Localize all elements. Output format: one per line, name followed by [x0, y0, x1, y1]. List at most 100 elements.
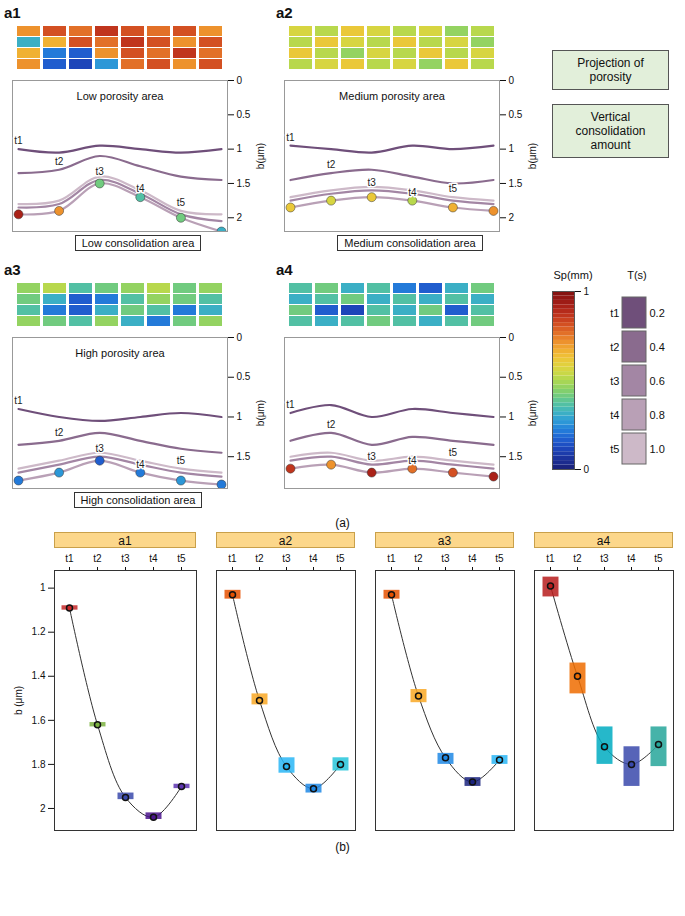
svg-text:t1: t1: [286, 132, 295, 143]
svg-text:t5: t5: [336, 553, 345, 564]
svg-text:1: 1: [237, 143, 243, 154]
svg-text:0.8: 0.8: [650, 409, 665, 421]
svg-text:0.5: 0.5: [237, 371, 251, 382]
svg-text:t3: t3: [96, 443, 105, 454]
svg-text:t3: t3: [368, 451, 377, 462]
svg-text:1.8: 1.8: [32, 759, 46, 770]
svg-text:b(μm): b(μm): [255, 143, 266, 169]
html-text:Medium consolidation area: Medium consolidation area: [344, 237, 476, 249]
html-text:a2: a2: [278, 534, 293, 548]
html-text:a3: a3: [437, 534, 452, 548]
svg-text:t4: t4: [610, 409, 619, 421]
svg-text:t2: t2: [414, 553, 423, 564]
html-text:Sp(mm): Sp(mm): [553, 269, 593, 281]
svg-text:0: 0: [509, 75, 515, 86]
svg-text:b (μm): b (μm): [13, 686, 24, 715]
svg-text:t5: t5: [449, 447, 458, 458]
svg-text:1: 1: [509, 143, 515, 154]
svg-text:0: 0: [237, 75, 243, 86]
svg-text:t3: t3: [282, 553, 291, 564]
svg-text:0.4: 0.4: [650, 341, 665, 353]
svg-text:0.5: 0.5: [509, 371, 523, 382]
svg-text:t3: t3: [600, 553, 609, 564]
svg-text:t2: t2: [55, 427, 64, 438]
svg-text:0: 0: [237, 332, 243, 343]
svg-text:Medium porosity area: Medium porosity area: [339, 90, 446, 102]
svg-text:1.2: 1.2: [32, 626, 46, 637]
svg-text:t4: t4: [149, 553, 158, 564]
html-text:a2: a2: [276, 4, 293, 21]
html-text:Vertical consolidation amount: Vertical consolidation amount: [575, 110, 646, 152]
svg-text:0.6: 0.6: [650, 375, 665, 387]
svg-text:t2: t2: [327, 159, 336, 170]
html-text:(a): (a): [335, 516, 350, 530]
html-text:a4: a4: [276, 261, 293, 278]
svg-text:Low porosity area: Low porosity area: [77, 90, 165, 102]
svg-text:High porosity area: High porosity area: [75, 347, 165, 359]
html-text:Low consolidation area: Low consolidation area: [81, 237, 195, 249]
svg-text:t4: t4: [309, 553, 318, 564]
svg-text:t1: t1: [65, 553, 74, 564]
svg-text:1: 1: [237, 411, 243, 422]
html-text:a1: a1: [118, 534, 132, 548]
html-text:a3: a3: [4, 261, 21, 278]
svg-text:t5: t5: [610, 443, 619, 455]
svg-text:t5: t5: [654, 553, 663, 564]
svg-text:t4: t4: [136, 183, 145, 194]
svg-text:1.4: 1.4: [32, 670, 46, 681]
svg-text:1.5: 1.5: [509, 178, 523, 189]
svg-text:t2: t2: [255, 553, 264, 564]
svg-text:t2: t2: [93, 553, 102, 564]
svg-text:t4: t4: [627, 553, 636, 564]
svg-text:t1: t1: [228, 553, 237, 564]
svg-text:t3: t3: [610, 375, 619, 387]
svg-text:t1: t1: [610, 307, 619, 319]
svg-text:1: 1: [40, 582, 46, 593]
html-text:(b): (b): [335, 840, 350, 854]
svg-text:0: 0: [584, 464, 590, 475]
svg-text:t1: t1: [546, 553, 555, 564]
html-text:High consolidation area: High consolidation area: [80, 494, 196, 506]
svg-text:t4: t4: [136, 459, 145, 470]
svg-text:t3: t3: [96, 166, 105, 177]
svg-text:0.5: 0.5: [237, 109, 251, 120]
svg-text:0.2: 0.2: [650, 307, 665, 319]
svg-text:2: 2: [237, 212, 243, 223]
svg-text:b(μm): b(μm): [527, 400, 538, 426]
svg-text:t5: t5: [449, 183, 458, 194]
svg-text:1: 1: [584, 286, 590, 297]
svg-text:t5: t5: [177, 553, 186, 564]
svg-text:t1: t1: [14, 135, 23, 146]
svg-text:b(μm): b(μm): [527, 143, 538, 169]
svg-text:t4: t4: [468, 553, 477, 564]
svg-text:2: 2: [509, 212, 515, 223]
svg-text:t4: t4: [408, 455, 417, 466]
svg-text:t3: t3: [121, 553, 130, 564]
svg-text:1.5: 1.5: [237, 178, 251, 189]
svg-text:1.5: 1.5: [509, 451, 523, 462]
svg-text:t2: t2: [327, 419, 336, 430]
svg-text:1: 1: [509, 411, 515, 422]
svg-text:t5: t5: [495, 553, 504, 564]
svg-text:0.5: 0.5: [509, 109, 523, 120]
svg-text:t5: t5: [177, 197, 186, 208]
svg-text:0: 0: [509, 332, 515, 343]
html-text:a1: a1: [4, 4, 21, 21]
html-text:a4: a4: [596, 534, 611, 548]
svg-text:t2: t2: [55, 156, 64, 167]
svg-text:t5: t5: [177, 455, 186, 466]
svg-text:t1: t1: [14, 395, 23, 406]
svg-text:1.5: 1.5: [237, 451, 251, 462]
svg-text:t3: t3: [368, 177, 377, 188]
svg-text:t2: t2: [573, 553, 582, 564]
svg-text:t3: t3: [441, 553, 450, 564]
svg-text:t1: t1: [387, 553, 396, 564]
svg-text:t2: t2: [610, 341, 619, 353]
svg-text:b(μm): b(μm): [255, 400, 266, 426]
svg-text:1.0: 1.0: [650, 443, 665, 455]
svg-text:t1: t1: [286, 399, 295, 410]
svg-text:t4: t4: [408, 187, 417, 198]
html-text:Projection of porosity: Projection of porosity: [577, 56, 644, 84]
svg-text:1.6: 1.6: [32, 715, 46, 726]
svg-text:2: 2: [40, 803, 46, 814]
